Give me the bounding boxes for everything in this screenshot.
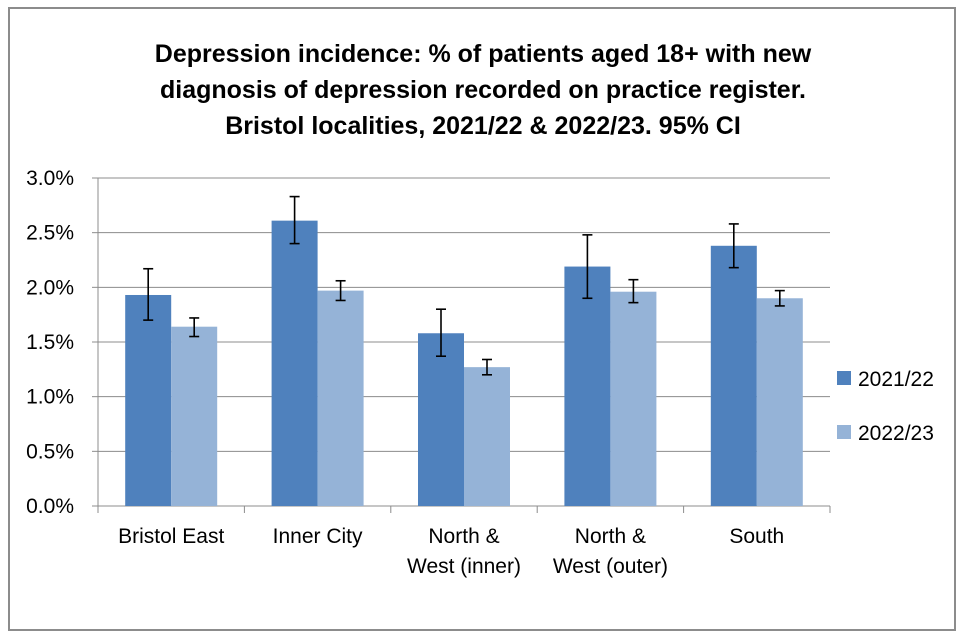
chart-title-line-1: Depression incidence: % of patients aged… <box>154 40 812 68</box>
y-tick-label: 3.0% <box>26 167 74 190</box>
bar <box>171 326 218 506</box>
legend-label: 2022/23 <box>858 422 934 445</box>
bar <box>271 220 318 506</box>
x-category-label: North & <box>428 525 499 548</box>
legend-swatch <box>837 425 851 439</box>
x-category-label: West (inner) <box>407 555 521 578</box>
legend-swatch <box>837 371 851 385</box>
chart-title: Depression incidence: % of patients aged… <box>0 36 966 144</box>
y-tick-label: 0.0% <box>26 495 74 518</box>
x-category-label: Bristol East <box>118 525 224 548</box>
bar <box>756 298 803 506</box>
chart-title-line-2: diagnosis of depression recorded on prac… <box>159 76 807 104</box>
bar <box>610 291 657 506</box>
bar <box>710 245 757 506</box>
x-category-label: Inner City <box>273 525 363 548</box>
bar <box>464 367 510 506</box>
bar <box>317 290 364 506</box>
chart-title-line-3: Bristol localities, 2021/22 & 2022/23. 9… <box>225 112 741 140</box>
bar <box>564 266 611 506</box>
y-tick-label: 0.5% <box>26 440 74 463</box>
y-tick-label: 1.0% <box>26 386 74 409</box>
x-category-label: North & <box>575 525 646 548</box>
x-category-label: South <box>729 525 784 548</box>
bar <box>125 294 172 506</box>
x-category-label: West (outer) <box>553 555 668 578</box>
y-tick-label: 1.5% <box>26 331 74 354</box>
legend-label: 2021/22 <box>858 368 934 391</box>
y-tick-label: 2.5% <box>26 222 74 245</box>
bar <box>418 333 464 506</box>
y-tick-label: 2.0% <box>26 276 74 299</box>
